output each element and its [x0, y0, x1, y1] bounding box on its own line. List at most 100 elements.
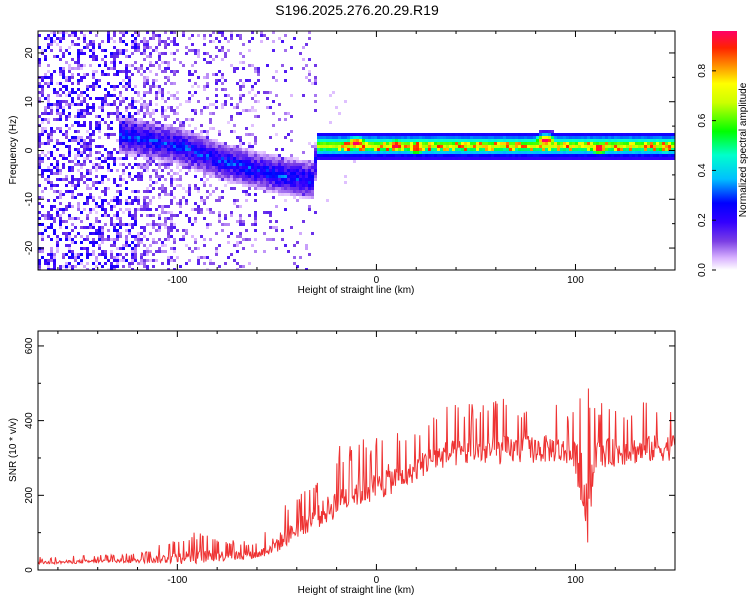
heatmap-cell	[200, 211, 203, 214]
heatmap-cell	[188, 169, 191, 172]
heatmap-cell	[221, 82, 224, 85]
heatmap-cell	[92, 253, 95, 256]
heatmap-cell	[182, 235, 185, 238]
heatmap-cell	[578, 151, 581, 154]
heatmap-cell	[632, 136, 635, 139]
heatmap-cell	[164, 67, 167, 70]
heatmap-cell	[227, 40, 230, 43]
heatmap-cell	[188, 160, 191, 163]
heatmap-cell	[458, 139, 461, 142]
heatmap-cell	[377, 142, 380, 145]
heatmap-cell	[278, 187, 281, 190]
heatmap-cell	[599, 157, 602, 160]
heatmap-cell	[188, 259, 191, 262]
heatmap-cell	[329, 136, 332, 139]
heatmap-cell	[68, 103, 71, 106]
heatmap-cell	[287, 112, 290, 115]
heatmap-cell	[143, 208, 146, 211]
heatmap-cell	[557, 133, 560, 136]
heatmap-cell	[182, 238, 185, 241]
heatmap-cell	[137, 199, 140, 202]
heatmap-cell	[206, 145, 209, 148]
heatmap-cell	[209, 103, 212, 106]
heatmap-cell	[89, 49, 92, 52]
heatmap-cell	[158, 85, 161, 88]
heatmap-cell	[581, 136, 584, 139]
heatmap-cell	[44, 154, 47, 157]
heatmap-cell	[317, 148, 320, 151]
heatmap-cell	[95, 220, 98, 223]
heatmap-cell	[158, 217, 161, 220]
heatmap-cell	[113, 229, 116, 232]
heatmap-cell	[203, 43, 206, 46]
heatmap-cell	[236, 199, 239, 202]
heatmap-cell	[554, 154, 557, 157]
heatmap-cell	[137, 43, 140, 46]
heatmap-cell	[278, 163, 281, 166]
heatmap-cell	[617, 142, 620, 145]
heatmap-cell	[83, 208, 86, 211]
heatmap-cell	[176, 106, 179, 109]
heatmap-cell	[83, 112, 86, 115]
heatmap-cell	[200, 157, 203, 160]
heatmap-cell	[269, 211, 272, 214]
heatmap-cell	[122, 265, 125, 268]
heatmap-cell	[668, 157, 671, 160]
heatmap-cell	[446, 148, 449, 151]
heatmap-cell	[509, 148, 512, 151]
heatmap-cell	[143, 133, 146, 136]
heatmap-cell	[434, 157, 437, 160]
heatmap-cell	[161, 109, 164, 112]
heatmap-cell	[506, 145, 509, 148]
heatmap-cell	[152, 127, 155, 130]
heatmap-cell	[326, 199, 329, 202]
heatmap-cell	[548, 130, 551, 133]
heatmap-cell	[179, 142, 182, 145]
heatmap-cell	[92, 109, 95, 112]
heatmap-cell	[491, 157, 494, 160]
heatmap-cell	[470, 145, 473, 148]
heatmap-cell	[557, 142, 560, 145]
heatmap-cell	[44, 187, 47, 190]
heatmap-cell	[575, 151, 578, 154]
heatmap-cell	[44, 118, 47, 121]
heatmap-cell	[449, 154, 452, 157]
heatmap-cell	[218, 70, 221, 73]
heatmap-cell	[143, 142, 146, 145]
heatmap-cell	[179, 157, 182, 160]
heatmap-cell	[89, 55, 92, 58]
heatmap-cell	[323, 142, 326, 145]
heatmap-cell	[569, 145, 572, 148]
heatmap-cell	[398, 157, 401, 160]
heatmap-cell	[314, 82, 317, 85]
heatmap-cell	[467, 151, 470, 154]
heatmap-cell	[434, 154, 437, 157]
heatmap-cell	[239, 97, 242, 100]
heatmap-cell	[563, 148, 566, 151]
heatmap-cell	[287, 166, 290, 169]
heatmap-cell	[251, 97, 254, 100]
y-tick-label: 600	[24, 337, 35, 354]
heatmap-cell	[263, 232, 266, 235]
heatmap-cell	[152, 124, 155, 127]
heatmap-cell	[59, 172, 62, 175]
heatmap-cell	[224, 94, 227, 97]
y-tick-label: 200	[24, 487, 35, 504]
heatmap-cell	[149, 37, 152, 40]
heatmap-cell	[377, 157, 380, 160]
heatmap-cell	[50, 103, 53, 106]
heatmap-cell	[209, 262, 212, 265]
heatmap-cell	[365, 151, 368, 154]
heatmap-cell	[203, 181, 206, 184]
heatmap-cell	[194, 220, 197, 223]
heatmap-cell	[182, 196, 185, 199]
heatmap-cell	[311, 187, 314, 190]
heatmap-cell	[347, 157, 350, 160]
heatmap-cell	[230, 64, 233, 67]
heatmap-cell	[47, 85, 50, 88]
heatmap-cell	[467, 154, 470, 157]
heatmap-cell	[53, 268, 56, 270]
heatmap-cell	[362, 133, 365, 136]
heatmap-cell	[242, 223, 245, 226]
